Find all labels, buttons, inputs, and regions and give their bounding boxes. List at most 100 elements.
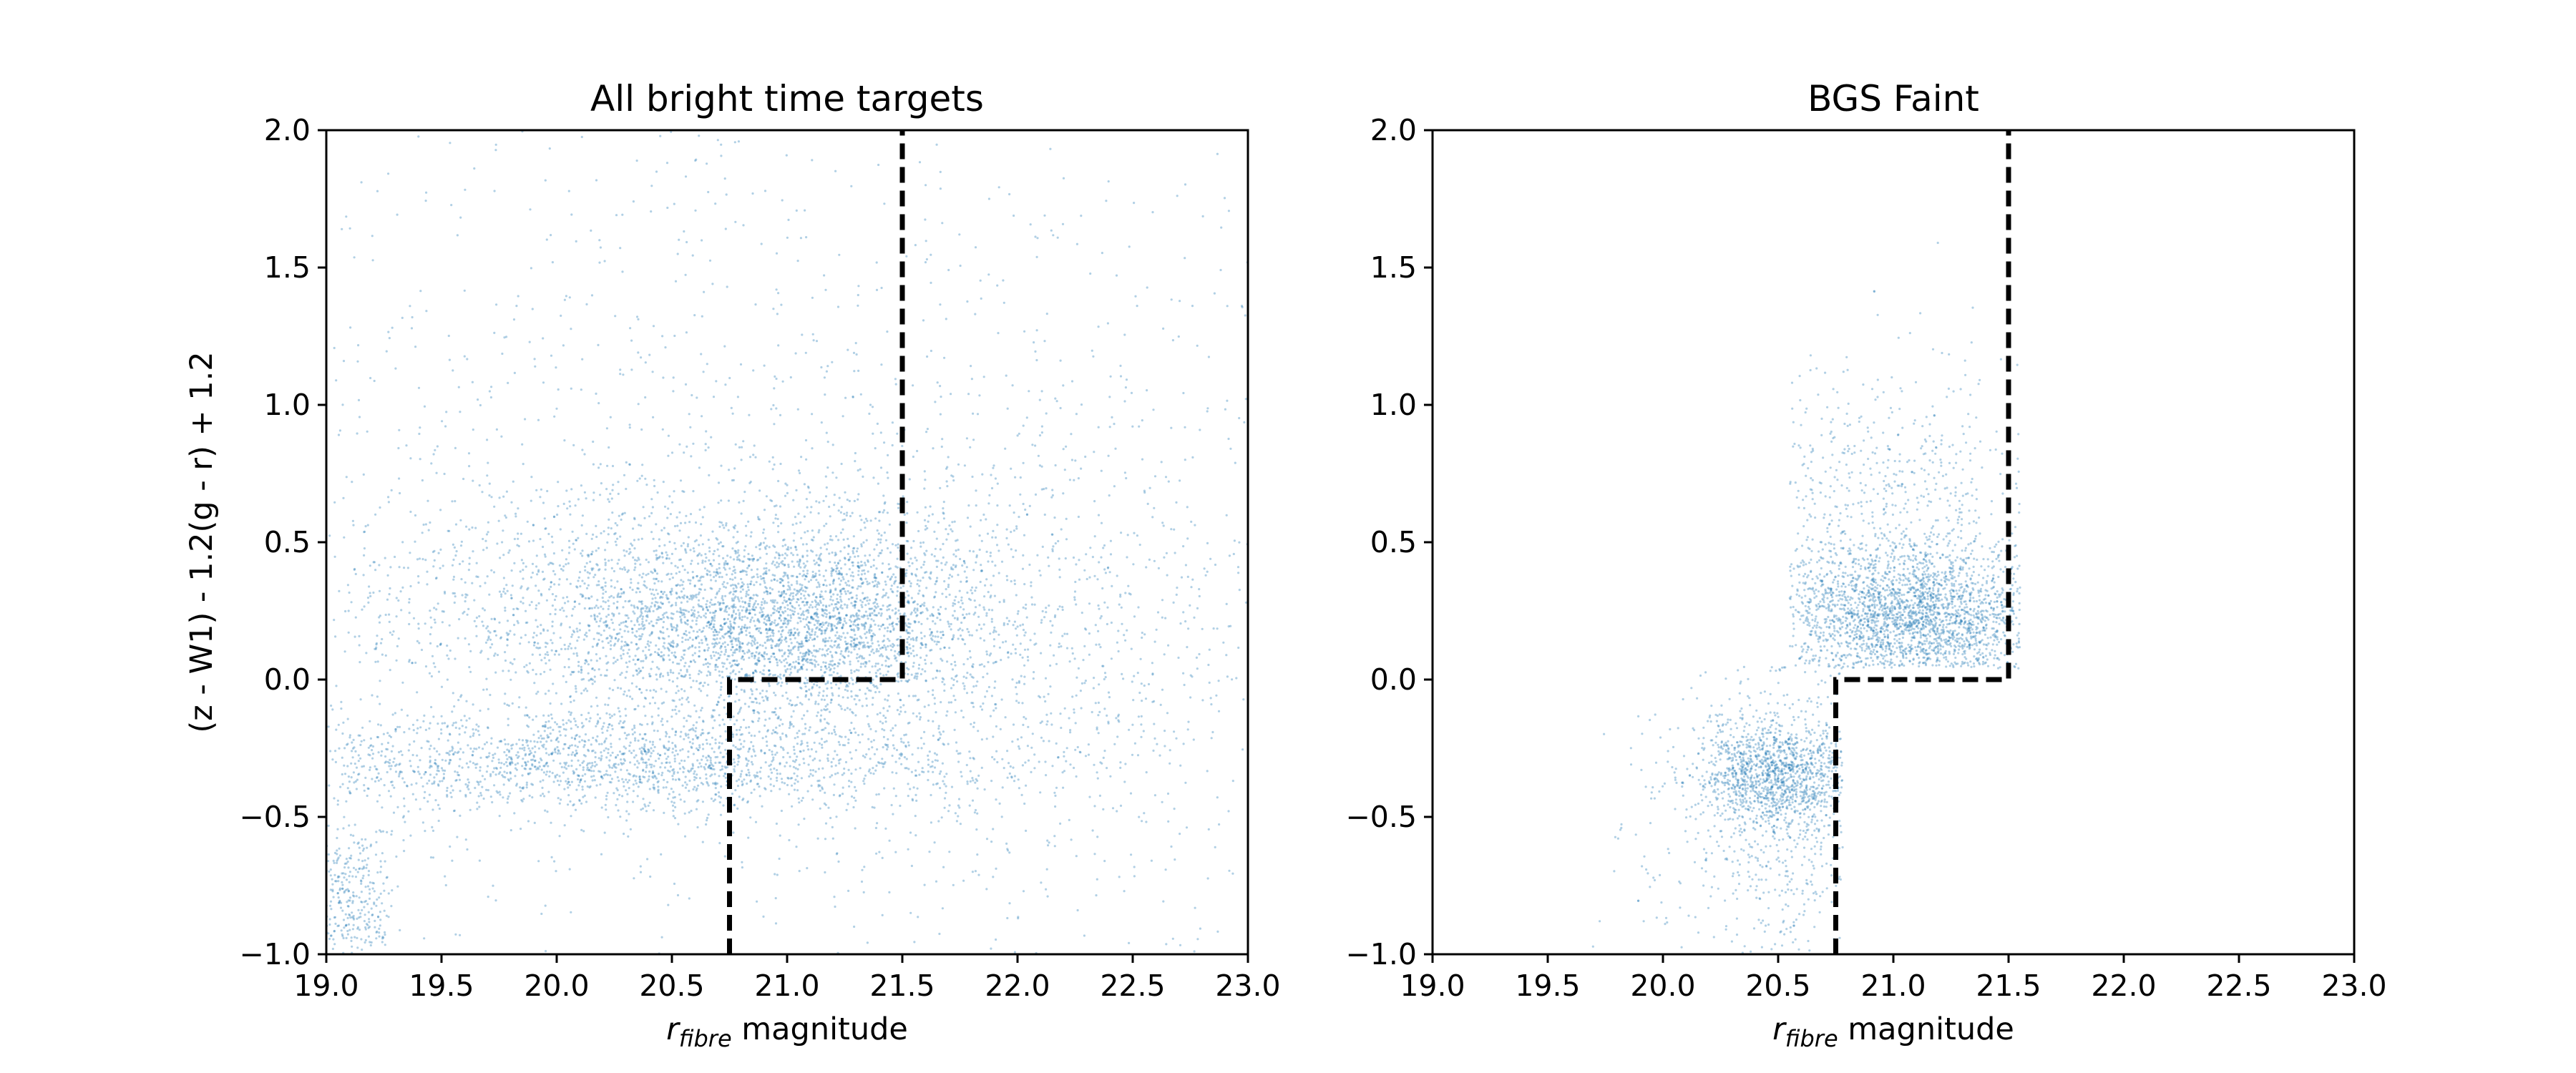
scatter-point bbox=[600, 743, 603, 745]
scatter-point bbox=[655, 690, 658, 693]
scatter-point bbox=[764, 537, 767, 540]
scatter-point bbox=[873, 609, 876, 612]
scatter-point bbox=[930, 793, 932, 797]
scatter-point bbox=[394, 770, 398, 773]
scatter-point bbox=[667, 454, 670, 457]
scatter-point bbox=[860, 604, 863, 607]
scatter-point bbox=[865, 697, 868, 700]
scatter-point bbox=[675, 705, 678, 708]
scatter-point bbox=[796, 628, 799, 631]
scatter-point bbox=[820, 738, 823, 740]
scatter-point bbox=[698, 650, 701, 652]
scatter-point bbox=[419, 726, 422, 729]
scatter-point bbox=[824, 604, 828, 607]
scatter-point bbox=[469, 791, 472, 794]
scatter-point bbox=[580, 665, 582, 669]
scatter-point bbox=[806, 640, 809, 642]
scatter-point bbox=[656, 730, 659, 733]
scatter-point bbox=[883, 635, 886, 637]
scatter-point bbox=[615, 607, 619, 610]
scatter-point bbox=[654, 600, 658, 604]
scatter-point bbox=[569, 513, 572, 516]
scatter-point bbox=[505, 772, 509, 775]
scatter-point bbox=[774, 674, 776, 677]
scatter-point bbox=[620, 640, 623, 643]
scatter-point bbox=[876, 602, 879, 606]
scatter-point bbox=[710, 622, 713, 626]
scatter-point bbox=[802, 749, 805, 752]
scatter-point bbox=[581, 549, 584, 552]
scatter-point bbox=[1030, 584, 1033, 587]
scatter-point bbox=[849, 591, 852, 594]
scatter-point bbox=[804, 578, 806, 581]
scatter-point bbox=[698, 614, 701, 617]
scatter-point bbox=[693, 778, 696, 781]
scatter-point bbox=[905, 569, 908, 572]
scatter-point bbox=[810, 662, 813, 665]
scatter-point bbox=[766, 699, 769, 702]
scatter-point bbox=[837, 612, 841, 615]
scatter-point bbox=[860, 543, 863, 546]
scatter-point bbox=[845, 614, 848, 617]
scatter-point bbox=[658, 648, 660, 651]
scatter-point bbox=[627, 617, 630, 619]
scatter-point bbox=[736, 530, 739, 534]
scatter-point bbox=[745, 634, 748, 637]
scatter-point bbox=[787, 645, 790, 647]
scatter-point bbox=[767, 635, 770, 638]
scatter-point bbox=[671, 699, 674, 702]
scatter-point bbox=[721, 545, 724, 548]
scatter-point bbox=[679, 735, 682, 738]
scatter-point bbox=[729, 640, 732, 643]
scatter-point bbox=[701, 732, 703, 735]
scatter-point bbox=[828, 710, 831, 713]
scatter-point bbox=[769, 592, 771, 595]
scatter-point bbox=[814, 599, 816, 602]
scatter-point bbox=[818, 742, 821, 745]
scatter-point bbox=[850, 672, 853, 675]
scatter-point bbox=[493, 784, 496, 787]
scatter-point bbox=[872, 602, 875, 604]
scatter-point bbox=[542, 578, 545, 581]
scatter-point bbox=[666, 516, 669, 519]
scatter-point bbox=[466, 848, 469, 851]
scatter-point bbox=[872, 564, 875, 567]
scatter-point bbox=[844, 603, 847, 606]
scatter-point bbox=[834, 587, 837, 590]
scatter-point bbox=[577, 498, 580, 501]
scatter-point bbox=[882, 562, 884, 565]
scatter-point bbox=[766, 640, 769, 642]
scatter-point bbox=[499, 636, 503, 639]
scatter-point bbox=[676, 524, 679, 527]
scatter-point bbox=[947, 622, 950, 625]
scatter-point bbox=[994, 680, 997, 683]
scatter-point bbox=[969, 599, 972, 602]
scatter-point bbox=[931, 760, 934, 763]
scatter-point bbox=[834, 614, 836, 617]
scatter-point bbox=[718, 656, 721, 660]
scatter-point bbox=[724, 648, 728, 652]
scatter-point bbox=[747, 552, 750, 556]
scatter-point bbox=[482, 549, 485, 552]
scatter-point bbox=[824, 543, 826, 546]
scatter-point bbox=[526, 740, 529, 743]
scatter-point bbox=[862, 645, 865, 647]
scatter-point bbox=[853, 727, 856, 730]
scatter-point bbox=[575, 752, 579, 755]
scatter-point bbox=[633, 606, 636, 609]
scatter-point bbox=[606, 791, 609, 794]
scatter-point bbox=[760, 750, 763, 753]
scatter-point bbox=[707, 647, 711, 650]
scatter-point bbox=[1022, 723, 1025, 727]
scatter-point bbox=[721, 670, 723, 673]
scatter-point bbox=[570, 711, 573, 715]
scatter-point bbox=[764, 788, 767, 790]
scatter-point bbox=[644, 750, 648, 753]
scatter-point bbox=[602, 646, 605, 650]
scatter-point bbox=[562, 597, 565, 599]
scatter-point bbox=[780, 685, 783, 687]
scatter-point bbox=[504, 692, 507, 695]
scatter-point bbox=[748, 697, 751, 700]
scatter-point bbox=[728, 695, 731, 697]
